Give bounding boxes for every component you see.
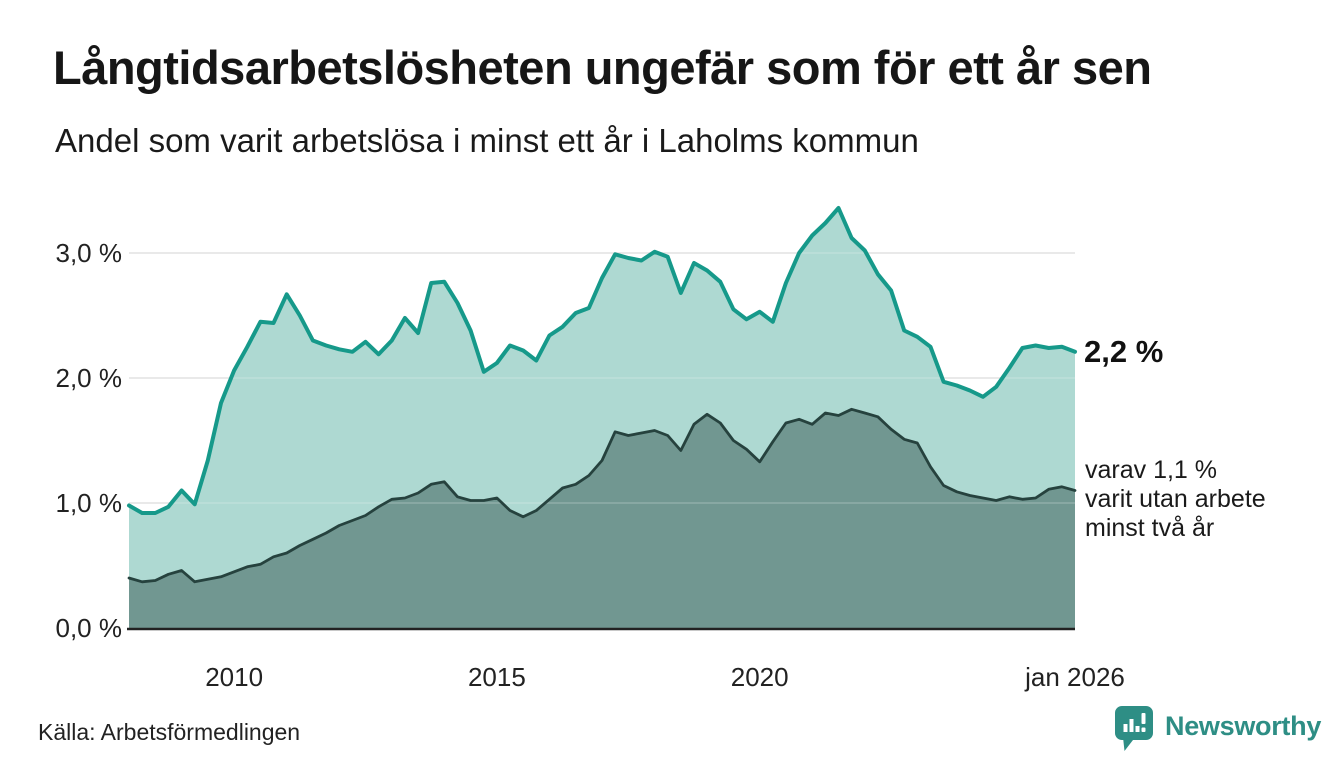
line-at-least-two-years xyxy=(127,407,1077,584)
line-at-least-one-year xyxy=(127,206,1077,515)
latest-value-label: 2,2 % xyxy=(1084,334,1164,369)
newsworthy-logo-text: Newsworthy xyxy=(1165,711,1322,741)
secondary-value-label: varav 1,1 % varit utan arbete minst två … xyxy=(1085,456,1266,543)
bar-3 xyxy=(1135,726,1140,732)
y-axis-label-1: 1,0 % xyxy=(55,488,123,518)
x-axis-label-jan-2026: jan 2026 xyxy=(1025,662,1125,692)
x-axis-label-2015: 2015 xyxy=(467,662,526,692)
exclamation-dot xyxy=(1141,727,1146,732)
secondary-value-line-1: varav 1,1 % xyxy=(1085,456,1218,484)
source-note: Källa: Arbetsförmedlingen xyxy=(38,719,301,745)
page-title: Långtidsarbetslösheten ungefär som för e… xyxy=(53,41,1152,94)
bar-chart-bubble-icon xyxy=(1115,706,1153,751)
y-axis-label-0: 0,0 % xyxy=(55,613,123,643)
secondary-value-line-2: varit utan arbete xyxy=(1085,485,1266,513)
exclamation-stem xyxy=(1141,713,1146,724)
y-axis-label-3: 3,0 % xyxy=(55,238,123,268)
bar-2 xyxy=(1129,719,1134,732)
bar-1 xyxy=(1123,724,1128,732)
y-axis-label-2: 2,0 % xyxy=(55,363,123,393)
x-axis-label-2010: 2010 xyxy=(205,662,264,692)
newsworthy-logo: Newsworthy xyxy=(1113,703,1321,755)
x-axis-label-2020: 2020 xyxy=(730,662,789,692)
page-subtitle: Andel som varit arbetslösa i minst ett å… xyxy=(55,122,919,159)
area-at-least-two-years xyxy=(129,409,1075,628)
secondary-value-line-3: minst två år xyxy=(1085,514,1215,542)
